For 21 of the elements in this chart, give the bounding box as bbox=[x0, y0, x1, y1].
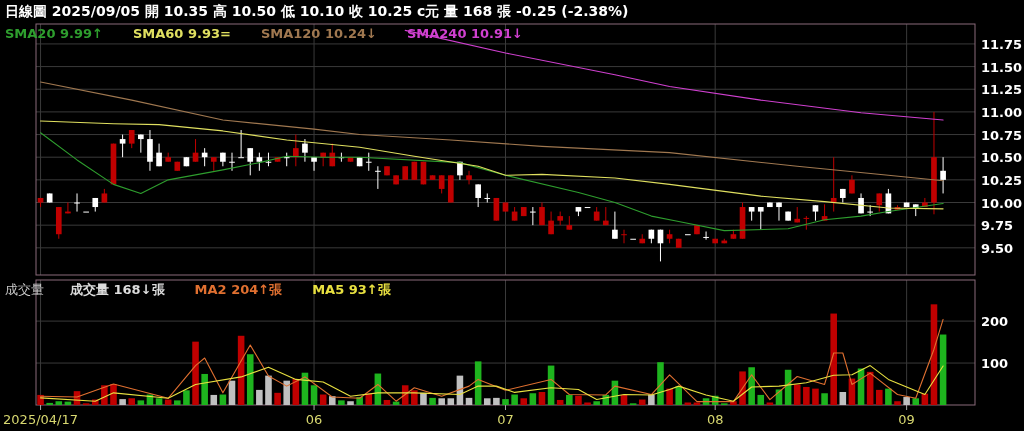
y-tick-label: 11.75 bbox=[981, 36, 1023, 52]
y-tick-label: 11.50 bbox=[981, 59, 1023, 75]
x-tick-label: 06 bbox=[305, 412, 323, 427]
x-tick-label: 07 bbox=[497, 412, 514, 427]
y-tick-label: 11.00 bbox=[981, 104, 1023, 120]
x-tick-label: 08 bbox=[706, 412, 724, 427]
y-tick-label: 100 bbox=[981, 356, 1009, 372]
y-tick-label: 9.50 bbox=[981, 240, 1014, 256]
chart-title: 成交量 bbox=[5, 282, 44, 297]
y-tick-label: 10.25 bbox=[981, 172, 1023, 188]
x-tick-label: 09 bbox=[898, 412, 915, 427]
y-tick-label: 10.00 bbox=[981, 195, 1023, 211]
legend: 成交量 168↓張 MA2 204↑張 MA5 93↑張 bbox=[70, 282, 391, 297]
x-tick-label: 2025/04/17 bbox=[3, 412, 79, 427]
y-tick-label: 10.75 bbox=[981, 127, 1023, 143]
y-tick-label: 11.25 bbox=[981, 82, 1023, 98]
chart-title: 日線圖 2025/09/05 開 10.35 高 10.50 低 10.10 收 10.25 c元 量 168 張 -0.25 (-2.38%) bbox=[5, 3, 629, 19]
y-tick-label: 9.75 bbox=[981, 218, 1014, 234]
y-tick-label: 10.50 bbox=[981, 150, 1023, 166]
y-tick-label: 200 bbox=[981, 314, 1009, 330]
legend: SMA20 9.99↑ SMA60 9.93= SMA120 10.24↓ SMA240 10.91↓ bbox=[5, 26, 523, 41]
